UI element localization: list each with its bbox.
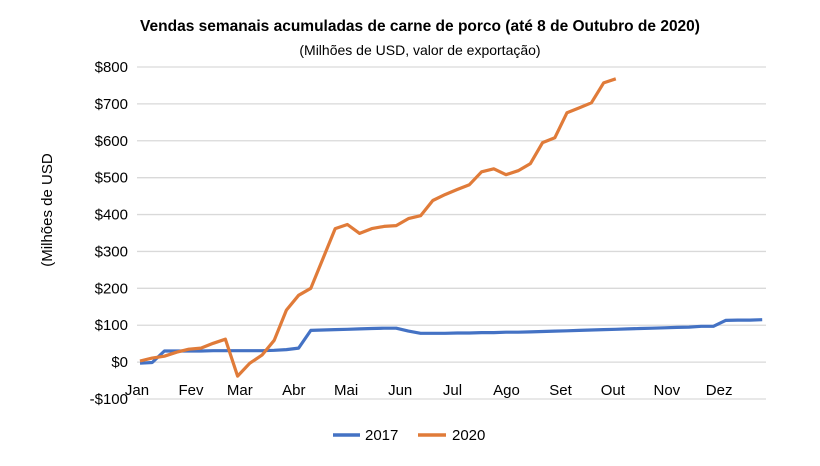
y-tick-label: $700 xyxy=(95,96,128,113)
x-tick-label: Jan xyxy=(125,382,149,399)
x-tick-label: Fev xyxy=(179,382,205,399)
y-tick-label: $100 xyxy=(95,317,128,334)
x-tick-label: Nov xyxy=(653,382,680,399)
x-tick-label: Jul xyxy=(443,382,462,399)
y-tick-label: $200 xyxy=(95,280,128,297)
legend: 2017 2020 xyxy=(333,427,485,444)
gridlines xyxy=(137,66,766,400)
y-tick-label: $300 xyxy=(95,243,128,260)
x-tick-label: Jun xyxy=(388,382,412,399)
y-tick-label: $600 xyxy=(95,133,128,150)
y-tick-label: $800 xyxy=(95,59,128,76)
x-tick-label: Set xyxy=(549,382,572,399)
y-axis-ticks: $800 $700 $600 $500 $400 $300 $200 $100 $0 -$100 xyxy=(90,59,128,408)
y-tick-label: -$100 xyxy=(90,391,128,408)
x-tick-label: Dez xyxy=(706,382,733,399)
y-tick-label: $400 xyxy=(95,207,128,224)
x-tick-label: Out xyxy=(601,382,626,399)
legend-label-2017: 2017 xyxy=(365,427,398,444)
y-tick-label: $0 xyxy=(111,354,128,371)
x-tick-label: Ago xyxy=(493,382,520,399)
chart-subtitle: (Milhões de USD, valor de exportação) xyxy=(299,42,540,58)
series-line-2017 xyxy=(139,318,763,365)
series-line-2020 xyxy=(139,77,617,378)
x-tick-label: Mar xyxy=(227,382,253,399)
x-tick-label: Mai xyxy=(334,382,358,399)
y-axis-title: (Milhões de USD xyxy=(39,153,56,267)
x-tick-label: Abr xyxy=(282,382,305,399)
chart-title: Vendas semanais acumuladas de carne de p… xyxy=(140,18,700,35)
x-axis-ticks: Jan Fev Mar Abr Mai Jun Jul Ago Set Out Nov Dez xyxy=(125,382,733,399)
legend-label-2020: 2020 xyxy=(452,427,485,444)
y-tick-label: $500 xyxy=(95,170,128,187)
series-lines xyxy=(139,77,763,378)
